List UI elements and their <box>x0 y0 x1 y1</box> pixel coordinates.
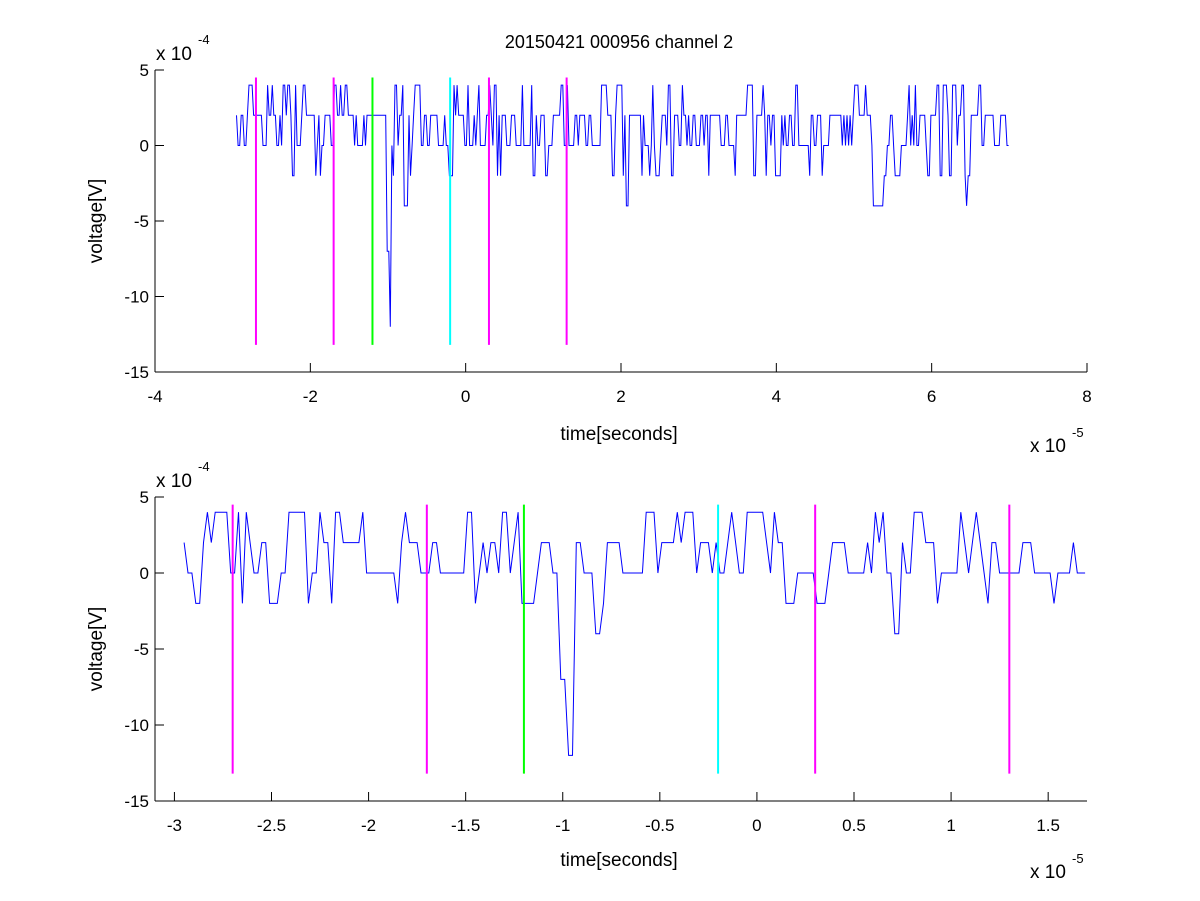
bottom-x-tick-label: 0 <box>752 816 761 835</box>
bottom-y-ticks: 5 0 -5 -10 -15 <box>124 488 164 811</box>
top-plot: -4 -2 0 2 4 6 8 5 0 -5 -10 -15 time[seconds] volta… <box>86 32 1092 457</box>
bottom-y-axis-title: voltage[V] <box>86 607 107 692</box>
bottom-plot: -3 -2.5 -2 -1.5 -1 -0.5 0 0.5 1 1.5 5 0 -5 -10 -15 ti… <box>86 459 1087 883</box>
figure-title: 20150421 000956 channel 2 <box>505 32 733 52</box>
bottom-x-tick-label: -0.5 <box>645 816 674 835</box>
bottom-x-tick-label: -1 <box>555 816 570 835</box>
top-y-tick-label: 5 <box>140 61 149 80</box>
bottom-x-tick-label: -2.5 <box>257 816 286 835</box>
top-y-tick-label: -10 <box>124 288 149 307</box>
bottom-signal-trace <box>183 511 1086 756</box>
top-y-exponent: -4 <box>198 32 210 47</box>
bottom-x-ticks: -3 -2.5 -2 -1.5 -1 -0.5 0 0.5 1 1.5 <box>167 792 1060 835</box>
top-x-tick-label: -4 <box>147 387 162 406</box>
bottom-y-tick-label: -10 <box>124 716 149 735</box>
bottom-x-axis-title: time[seconds] <box>560 850 677 871</box>
bottom-signal-group <box>183 511 1086 756</box>
bottom-y-exponent-label: x 10 <box>156 471 192 492</box>
top-signal-group <box>236 84 1009 327</box>
top-x-exponent: -5 <box>1072 425 1084 440</box>
top-y-tick-label: 0 <box>140 137 149 156</box>
top-x-tick-label: 0 <box>461 387 470 406</box>
top-markers-group <box>254 77 568 345</box>
top-x-axis-title: time[seconds] <box>560 424 677 445</box>
bottom-markers-group <box>231 504 1011 774</box>
top-x-tick-label: 2 <box>616 387 625 406</box>
bottom-x-tick-label: 1 <box>946 816 955 835</box>
top-signal-trace <box>236 84 1009 327</box>
top-x-tick-label: 6 <box>927 387 936 406</box>
bottom-x-tick-label: 0.5 <box>842 816 866 835</box>
top-y-tick-label: -15 <box>124 363 149 382</box>
top-x-ticks: -4 -2 0 2 4 6 8 <box>147 363 1092 406</box>
bottom-y-exponent: -4 <box>198 459 210 474</box>
top-x-exponent-label: x 10 <box>1030 436 1066 457</box>
top-x-tick-label: 8 <box>1082 387 1091 406</box>
top-y-tick-label: -5 <box>134 212 149 231</box>
bottom-x-tick-label: -1.5 <box>451 816 480 835</box>
bottom-y-tick-label: 0 <box>140 564 149 583</box>
bottom-y-tick-label: -15 <box>124 792 149 811</box>
bottom-x-exponent-label: x 10 <box>1030 862 1066 883</box>
bottom-y-tick-label: 5 <box>140 488 149 507</box>
top-x-tick-label: 4 <box>772 387 781 406</box>
bottom-x-tick-label: -2 <box>361 816 376 835</box>
top-y-axis-title: voltage[V] <box>86 179 107 264</box>
bottom-x-tick-label: -3 <box>167 816 182 835</box>
bottom-x-tick-label: 1.5 <box>1036 816 1060 835</box>
top-x-tick-label: -2 <box>303 387 318 406</box>
top-y-ticks: 5 0 -5 -10 -15 <box>124 61 164 382</box>
top-y-exponent-label: x 10 <box>156 44 192 65</box>
bottom-y-tick-label: -5 <box>134 640 149 659</box>
bottom-x-exponent: -5 <box>1072 851 1084 866</box>
